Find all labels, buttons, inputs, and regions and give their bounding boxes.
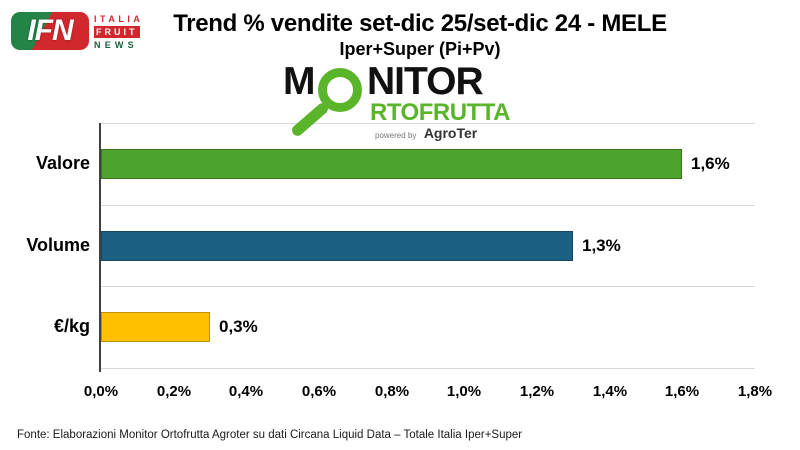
ifn-logo: IFN (11, 12, 89, 50)
category-label-volume: Volume (26, 235, 90, 255)
category-label-valore: Valore (35, 153, 90, 173)
bar-kg (101, 312, 210, 342)
x-tick-2: 0,4% (228, 383, 264, 400)
monitor-ortofrutta-logo: M NITOR RTOFRUTTA powered by AgroTer (283, 62, 533, 144)
gridline-2 (101, 286, 755, 287)
source-note: Fonte: Elaborazioni Monitor Ortofrutta A… (17, 429, 523, 441)
powered-by: powered by AgroTer (375, 125, 477, 143)
value-label-valore: 1,6% (691, 154, 730, 173)
value-label-volume: 1,3% (582, 236, 621, 255)
magnifier-lens-icon (318, 68, 362, 112)
ifn-logo-fruit: FRUIT (94, 26, 140, 38)
x-tick-5: 1,0% (446, 383, 482, 400)
x-tick-4: 0,8% (374, 383, 410, 400)
ifn-logo-wordmark: ITALIA FRUIT NEWS (94, 13, 143, 51)
x-tick-0: 0,0% (83, 383, 119, 400)
monitor-logo-nitor: NITOR (367, 60, 484, 103)
category-label-kg: €/kg (53, 316, 90, 336)
gridline-0 (101, 123, 755, 124)
y-axis (99, 123, 101, 372)
monitor-logo-ortofrutta: RTOFRUTTA (370, 99, 510, 126)
ifn-logo-news: NEWS (94, 40, 138, 50)
x-tick-8: 1,6% (664, 383, 700, 400)
bar-valore (101, 149, 682, 179)
x-tick-1: 0,2% (156, 383, 192, 400)
x-tick-6: 1,2% (519, 383, 555, 400)
ifn-logo-acronym: IFN (27, 14, 73, 47)
value-label-kg: 0,3% (219, 317, 258, 336)
chart-title: Trend % vendite set-dic 25/set-dic 24 - … (173, 10, 667, 37)
ifn-logo-italia: ITALIA (94, 14, 144, 24)
x-tick-7: 1,4% (592, 383, 628, 400)
x-tick-3: 0,6% (301, 383, 337, 400)
powered-by-label: powered by (375, 131, 417, 140)
agroter-brand: AgroTer (423, 125, 478, 141)
magnifier-handle-icon (289, 100, 331, 139)
x-tick-9: 1,8% (737, 383, 773, 400)
monitor-logo-m: M (283, 60, 315, 103)
chart-subtitle: Iper+Super (Pi+Pv) (339, 39, 501, 59)
bar-volume (101, 231, 573, 261)
gridline-1 (101, 205, 755, 206)
gridline-3 (101, 368, 755, 369)
